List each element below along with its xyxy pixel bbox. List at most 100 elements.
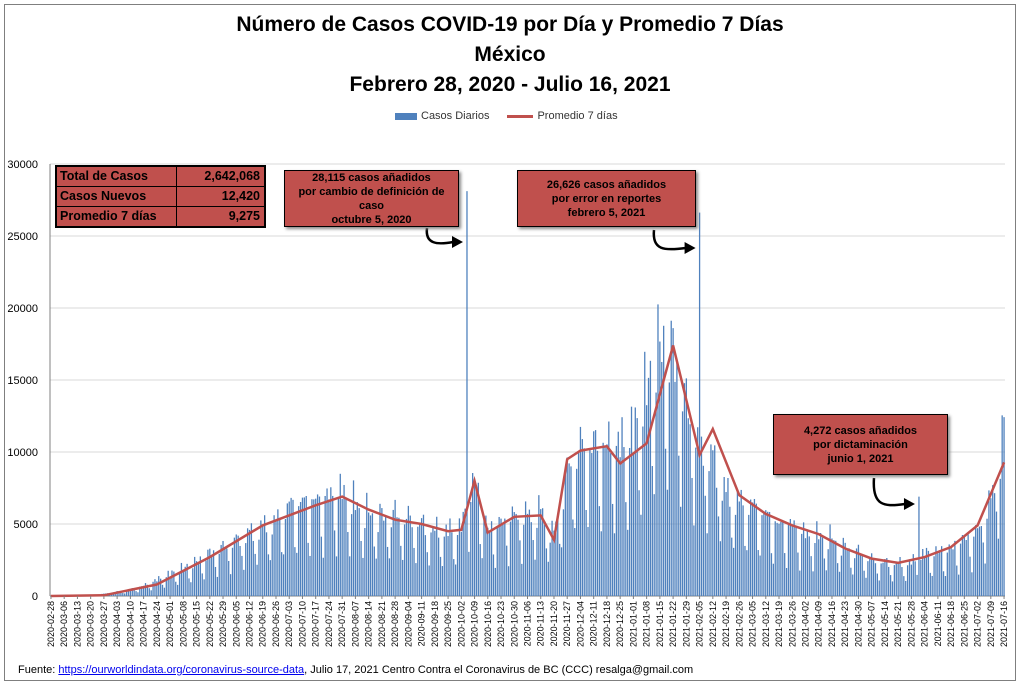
bar-casos-diarios <box>263 515 266 596</box>
bar-casos-diarios <box>318 496 321 596</box>
bar-casos-diarios <box>772 563 774 596</box>
bar-casos-diarios <box>220 544 222 596</box>
bar-casos-diarios <box>942 571 945 596</box>
bar-casos-diarios <box>154 579 156 596</box>
bar-casos-diarios <box>617 431 619 596</box>
bar-casos-diarios <box>574 528 576 596</box>
bar-casos-diarios <box>540 509 542 596</box>
bar-casos-diarios <box>697 427 699 596</box>
bar-casos-diarios <box>199 556 201 596</box>
summary-value: 9,275 <box>228 209 260 223</box>
bar-casos-diarios <box>568 463 570 596</box>
bar-casos-diarios <box>470 502 472 596</box>
bar-casos-diarios <box>337 498 340 596</box>
bar-casos-diarios <box>821 537 824 596</box>
bar-casos-diarios <box>795 527 797 596</box>
x-tick-label: 2021-01-29 <box>681 601 691 647</box>
bar-casos-diarios <box>663 325 665 596</box>
x-tick-label: 2020-12-25 <box>615 601 625 647</box>
bar-casos-diarios <box>462 511 464 596</box>
bar-casos-diarios <box>967 534 969 596</box>
bar-casos-diarios <box>564 471 566 596</box>
annotation-february-2021: 26,626 casos añadidos por error en repor… <box>517 170 696 227</box>
bar-casos-diarios <box>402 559 404 596</box>
bar-casos-diarios <box>910 564 913 596</box>
annotation-line: por error en reportes <box>551 192 662 205</box>
x-tick-label: 2021-04-30 <box>853 601 863 647</box>
x-tick-label: 2020-09-04 <box>403 601 413 647</box>
bar-casos-diarios <box>963 535 965 596</box>
bar-casos-diarios <box>422 514 425 596</box>
x-tick-label: 2021-01-01 <box>628 601 638 647</box>
bar-casos-diarios <box>579 426 582 596</box>
x-tick-label: 2021-04-23 <box>840 601 850 647</box>
bar-casos-diarios <box>846 550 848 596</box>
bar-casos-diarios <box>430 532 432 596</box>
bar-casos-diarios <box>167 570 169 596</box>
summary-value: 12,420 <box>221 189 260 203</box>
bar-casos-diarios <box>475 485 478 596</box>
summary-row-nuevos: Casos Nuevos 12,420 <box>57 186 264 206</box>
bar-casos-diarios <box>294 547 296 596</box>
bar-casos-diarios <box>995 511 998 596</box>
bar-casos-diarios <box>859 554 861 596</box>
annotation-line: junio 1, 2021 <box>827 452 894 465</box>
x-tick-label: 2020-05-15 <box>192 601 202 647</box>
bar-casos-diarios <box>959 543 962 596</box>
y-tick-label: 20000 <box>7 303 38 315</box>
bar-casos-diarios <box>269 560 271 596</box>
bar-casos-diarios <box>585 510 587 596</box>
annotation-line: febrero 5, 2021 <box>567 206 646 219</box>
bar-casos-diarios <box>419 524 421 596</box>
bar-casos-diarios <box>799 570 801 596</box>
x-tick-label: 2020-04-17 <box>139 601 149 647</box>
bar-casos-diarios <box>882 562 884 596</box>
x-tick-label: 2020-03-20 <box>86 601 96 647</box>
bar-casos-diarios <box>978 526 981 596</box>
x-tick-label: 2021-02-26 <box>734 601 744 647</box>
x-tick-label: 2020-03-13 <box>72 601 82 647</box>
x-tick-label: 2020-04-24 <box>152 601 162 647</box>
bar-casos-diarios <box>897 563 899 596</box>
x-tick-label: 2020-10-23 <box>496 601 506 647</box>
bar-casos-diarios <box>602 442 604 596</box>
x-tick-label: 2020-04-10 <box>125 601 135 647</box>
bar-casos-diarios <box>848 548 850 596</box>
source-link[interactable]: https://ourworldindata.org/coronavirus-s… <box>58 664 305 676</box>
bar-casos-diarios <box>808 536 810 596</box>
x-tick-label: 2021-03-19 <box>774 601 784 647</box>
x-tick-label: 2021-05-07 <box>867 601 877 647</box>
bar-casos-diarios <box>988 490 990 596</box>
bar-casos-diarios <box>931 575 933 596</box>
bar-casos-diarios <box>869 558 871 596</box>
bar-casos-diarios <box>636 418 638 596</box>
x-tick-label: 2020-05-29 <box>218 601 228 647</box>
bar-casos-diarios <box>411 527 413 596</box>
arrow-head-icon <box>451 236 463 248</box>
bar-casos-diarios <box>576 468 578 596</box>
bar-casos-diarios <box>298 506 300 596</box>
x-tick-label: 2021-06-18 <box>946 601 956 647</box>
bar-casos-diarios <box>345 497 347 596</box>
x-tick-label: 2021-01-22 <box>668 601 678 647</box>
bar-casos-diarios <box>260 520 262 596</box>
y-tick-label: 30000 <box>7 159 38 171</box>
bar-casos-diarios <box>946 552 948 596</box>
bar-casos-diarios <box>449 518 451 596</box>
bar-casos-diarios <box>513 512 515 596</box>
bar-casos-diarios <box>742 505 744 596</box>
x-tick-label: 2020-06-26 <box>271 601 281 647</box>
bar-casos-diarios <box>468 551 470 596</box>
bar-casos-diarios <box>311 499 313 596</box>
bar-casos-diarios <box>732 547 735 596</box>
bar-casos-diarios <box>836 563 839 596</box>
bar-casos-diarios <box>642 426 644 596</box>
bar-casos-diarios <box>842 537 844 596</box>
bar-casos-diarios <box>619 457 621 596</box>
bar-casos-diarios <box>827 549 829 596</box>
bar-casos-diarios <box>301 497 304 596</box>
legend-swatch-bars <box>395 112 417 120</box>
bar-casos-diarios <box>903 576 905 596</box>
bar-casos-diarios <box>944 576 947 596</box>
bar-casos-diarios <box>379 503 381 596</box>
